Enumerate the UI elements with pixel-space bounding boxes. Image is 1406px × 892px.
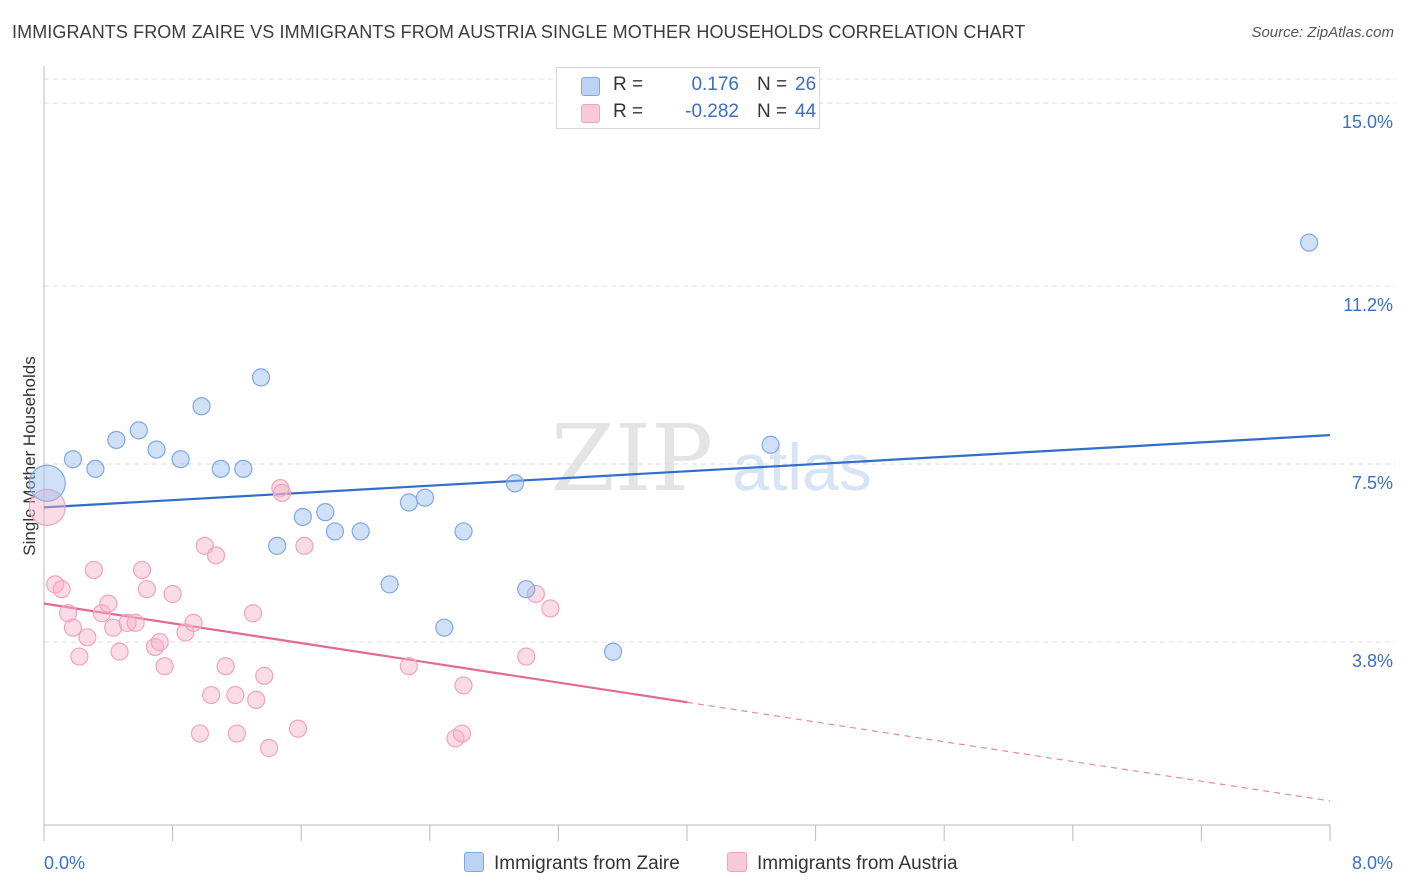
zaire-point	[316, 503, 335, 522]
zaire-point	[251, 368, 271, 387]
austria-point	[63, 618, 83, 637]
austria-point	[247, 690, 266, 709]
austria-point	[59, 604, 78, 623]
austria-point	[243, 604, 263, 623]
austria-point	[92, 604, 111, 623]
austria-point	[104, 618, 123, 637]
x-tick-label: 8.0%	[1352, 853, 1393, 873]
austria-point	[399, 657, 419, 676]
zaire-point	[129, 421, 148, 440]
austria-point	[70, 647, 89, 666]
zaire-point	[325, 522, 345, 541]
trend-lines	[43, 434, 1331, 802]
zaire-point	[147, 440, 166, 459]
austria-point	[454, 676, 473, 695]
watermark-zip: ZIP	[551, 405, 713, 512]
austria-point	[184, 613, 203, 632]
grid-lines	[44, 78, 1395, 643]
zaire-point	[435, 618, 454, 637]
zaire-point	[86, 459, 105, 478]
n-label: N =	[757, 74, 788, 95]
austria-point	[259, 738, 279, 758]
zaire-point	[399, 493, 419, 512]
zaire-trend-line	[43, 434, 1331, 509]
source-credit: Source: ZipAtlas.com	[1251, 24, 1394, 41]
austria-trend-line-extension	[686, 701, 1331, 802]
zaire-point	[1300, 233, 1319, 252]
r-value: 0.176	[691, 74, 739, 95]
austria-point	[226, 685, 245, 705]
data-points	[28, 233, 1319, 758]
austria-point	[272, 483, 292, 503]
zaire-point	[234, 459, 253, 478]
bottom-legend-austria: Immigrants from Austria	[727, 852, 958, 876]
chart-title: IMMIGRANTS FROM ZAIRE VS IMMIGRANTS FROM…	[12, 22, 1026, 42]
r-value: -0.282	[685, 101, 739, 122]
zaire-point	[107, 430, 126, 450]
austria-point	[150, 633, 169, 652]
zaire-point	[211, 459, 230, 478]
r-label: R =	[613, 74, 644, 95]
zaire-point	[351, 522, 370, 541]
austria-point	[52, 580, 71, 599]
y-tick-label: 7.5%	[1352, 473, 1393, 493]
austria-legend-swatch	[727, 852, 747, 872]
zaire-swatch	[581, 77, 600, 96]
y-tick-label: 11.2%	[1343, 295, 1393, 315]
zaire-point	[380, 575, 399, 594]
austria-point	[541, 599, 560, 618]
zaire-point	[267, 536, 287, 555]
n-value: 44	[795, 101, 817, 122]
zaire-point	[63, 450, 83, 469]
n-value: 26	[795, 74, 817, 95]
y-tick-label: 15.0%	[1342, 112, 1393, 132]
zaire-legend-label: Immigrants from Zaire	[494, 853, 680, 874]
bottom-legend-zaire: Immigrants from Zaire	[464, 852, 680, 876]
austria-point	[78, 628, 97, 647]
austria-point	[163, 584, 182, 604]
correlation-legend: R = 0.176 N = 26 R = -0.282 N = 44	[556, 67, 820, 129]
austria-point	[99, 594, 118, 613]
zaire-point	[415, 488, 435, 507]
austria-point	[227, 724, 246, 743]
zaire-point	[761, 435, 780, 454]
n-label: N =	[757, 101, 788, 122]
austria-point	[216, 657, 235, 676]
tick-labels: 3.8% 7.5% 11.2% 15.0% 0.0% 8.0%	[44, 112, 1393, 873]
austria-point	[517, 647, 536, 666]
austria-point	[202, 685, 221, 705]
zaire-point	[603, 642, 623, 661]
zaire-point	[517, 580, 536, 599]
austria-trend-line	[43, 602, 688, 704]
austria-point	[132, 560, 152, 580]
austria-point	[84, 560, 103, 580]
axes	[43, 66, 1331, 841]
austria-point	[206, 546, 226, 565]
zaire-point	[454, 522, 473, 541]
zaire-point	[293, 507, 312, 527]
x-tick-label: 0.0%	[44, 853, 85, 873]
austria-point	[255, 666, 274, 685]
austria-point	[190, 724, 210, 743]
zaire-point	[28, 464, 66, 502]
y-tick-label: 3.8%	[1352, 651, 1393, 671]
austria-legend-label: Immigrants from Austria	[757, 853, 958, 874]
zaire-point	[505, 474, 525, 493]
austria-point	[295, 536, 314, 555]
austria-point	[452, 724, 472, 743]
austria-point	[288, 719, 308, 738]
austria-point	[137, 580, 156, 599]
r-label: R =	[613, 101, 644, 122]
austria-point	[126, 613, 145, 632]
zaire-legend-swatch	[464, 852, 484, 872]
austria-point	[526, 584, 545, 604]
austria-point	[110, 642, 129, 661]
zaire-point	[171, 450, 190, 469]
zaire-point	[192, 397, 211, 416]
austria-point	[155, 657, 174, 676]
austria-swatch	[581, 104, 600, 123]
